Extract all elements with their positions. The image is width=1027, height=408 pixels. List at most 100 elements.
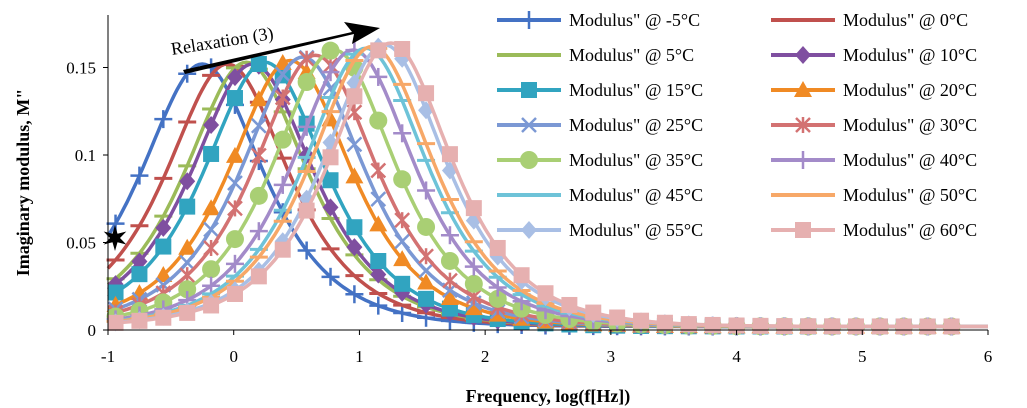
data-point	[393, 170, 412, 189]
data-point	[179, 304, 196, 321]
data-point	[155, 238, 172, 255]
data-point	[369, 215, 388, 232]
x-tick-label: 3	[607, 347, 616, 366]
data-point	[633, 312, 650, 329]
data-point	[464, 274, 483, 293]
data-point	[895, 318, 912, 335]
ticks-layer: -1 0 1 2 3 4 5 600.050.10.15	[66, 59, 992, 367]
legend-label: Modulus" @ 30°C	[843, 115, 977, 135]
data-point	[298, 50, 315, 67]
data-point	[203, 221, 219, 238]
data-point	[370, 191, 387, 208]
data-point	[250, 55, 267, 72]
x-tick-label: 4	[732, 347, 741, 366]
data-point	[226, 90, 243, 107]
data-point	[274, 89, 291, 106]
data-point	[250, 147, 267, 164]
data-point	[154, 110, 173, 129]
data-point	[370, 162, 387, 179]
data-point	[488, 278, 507, 297]
data-point	[346, 136, 363, 153]
data-point	[226, 68, 243, 87]
data-point	[130, 166, 149, 185]
data-point	[227, 175, 243, 191]
series-layer	[106, 37, 988, 336]
data-point	[776, 318, 793, 335]
x-tick-label: 0	[229, 347, 238, 366]
legend-label: Modulus" @ 0°C	[843, 10, 968, 30]
data-point	[369, 67, 388, 86]
data-point	[394, 40, 411, 57]
data-point	[322, 198, 339, 217]
data-point	[346, 219, 363, 236]
data-point	[394, 275, 411, 292]
data-point	[202, 260, 221, 279]
data-point	[441, 146, 458, 163]
data-point	[871, 318, 888, 335]
data-point	[464, 257, 483, 276]
data-point	[203, 297, 220, 314]
legend-label: Modulus" @ 45°C	[569, 185, 703, 205]
data-point	[521, 82, 537, 98]
legend-entry: Modulus" @ 60°C	[771, 220, 977, 240]
data-point	[226, 285, 243, 302]
data-point	[155, 218, 172, 237]
data-point	[418, 262, 434, 279]
legend-entry: Modulus" @ 30°C	[771, 115, 977, 135]
data-point	[203, 116, 220, 135]
data-point	[752, 317, 769, 334]
data-point	[521, 117, 537, 133]
data-point	[369, 111, 388, 130]
legend-label: Modulus" @ -5°C	[569, 10, 700, 30]
data-point	[107, 284, 124, 301]
data-point	[393, 304, 412, 323]
data-point	[179, 172, 196, 191]
data-point	[249, 222, 268, 241]
data-point	[370, 265, 387, 284]
legend-entry: Modulus" @ 40°C	[771, 150, 977, 170]
data-point	[417, 217, 436, 236]
data-point	[179, 198, 196, 215]
data-point	[131, 266, 148, 283]
data-point	[369, 296, 388, 315]
data-point	[800, 318, 817, 335]
data-point	[489, 247, 506, 266]
data-point	[513, 267, 530, 284]
data-point	[346, 88, 363, 105]
data-point	[370, 42, 387, 59]
x-tick-label: 6	[984, 347, 993, 366]
data-point	[225, 146, 244, 163]
legend-entry: Modulus" @ 0°C	[771, 10, 968, 30]
data-point	[520, 151, 538, 169]
data-point	[274, 241, 291, 258]
data-point	[178, 238, 197, 255]
data-point	[609, 309, 626, 326]
legend-label: Modulus" @ 25°C	[569, 115, 703, 135]
data-point	[393, 124, 412, 143]
data-point	[418, 290, 435, 307]
data-point	[203, 145, 220, 162]
data-point	[417, 181, 436, 200]
y-tick-label: 0.15	[66, 59, 96, 78]
data-point	[794, 81, 812, 97]
data-point	[417, 273, 436, 290]
legend-entry: Modulus" @ -5°C	[497, 10, 700, 30]
y-axis-title: Imaginary modulus, M"	[13, 89, 33, 277]
data-point	[704, 316, 721, 333]
data-point	[345, 167, 364, 184]
data-point	[322, 172, 339, 189]
data-point	[203, 239, 219, 256]
data-point	[520, 11, 538, 29]
star-marker	[103, 225, 127, 251]
legend-label: Modulus" @ 5°C	[569, 45, 694, 65]
data-point	[321, 63, 340, 82]
data-point	[465, 200, 482, 217]
data-point	[537, 285, 554, 302]
data-point	[249, 90, 268, 107]
data-point	[250, 117, 267, 134]
data-point	[273, 130, 292, 149]
data-point	[442, 272, 458, 289]
data-point	[322, 149, 339, 166]
legend-label: Modulus" @ 50°C	[843, 185, 977, 205]
data-point	[227, 200, 243, 217]
